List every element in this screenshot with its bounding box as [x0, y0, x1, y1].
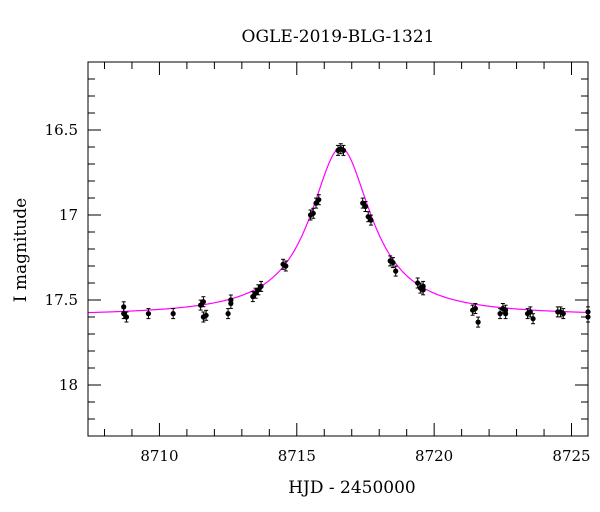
data-point [393, 265, 399, 277]
data-marker [362, 203, 369, 210]
data-point [316, 194, 322, 206]
data-marker [203, 312, 209, 318]
y-axis-label: I magnitude [11, 198, 31, 302]
data-point [475, 316, 481, 328]
y-tick-label: 17.5 [45, 291, 78, 309]
data-point [390, 257, 396, 269]
data-marker [560, 311, 566, 317]
data-point [203, 309, 209, 321]
y-tick-label: 17 [59, 206, 78, 224]
data-marker [420, 283, 426, 289]
data-marker [200, 299, 206, 305]
model-curve [87, 147, 589, 314]
data-marker [415, 280, 421, 286]
data-point [472, 303, 478, 314]
data-point [283, 260, 289, 272]
data-point [560, 308, 566, 320]
y-tick-label: 16.5 [45, 121, 78, 139]
data-point [225, 308, 231, 320]
data-marker [170, 311, 176, 317]
y-tick-label: 18 [59, 376, 78, 394]
data-point [530, 313, 536, 325]
data-point [123, 311, 130, 323]
data-marker [310, 210, 316, 216]
data-marker [228, 300, 234, 306]
data-marker [368, 217, 374, 223]
data-marker [472, 305, 478, 312]
model-layer [87, 147, 589, 314]
data-point [340, 144, 347, 156]
data-marker [475, 319, 481, 325]
data-marker [393, 268, 399, 274]
data-marker [123, 314, 130, 320]
x-tick-label: 8710 [140, 447, 178, 465]
data-marker [121, 304, 127, 310]
data-marker [283, 263, 289, 269]
x-tick-label: 8715 [278, 447, 316, 465]
x-tick-label: 8720 [415, 447, 453, 465]
data-point [420, 280, 426, 292]
data-point [258, 280, 264, 292]
data-point [502, 308, 509, 320]
data-marker [390, 260, 396, 266]
x-axis-label: HJD - 2450000 [288, 478, 416, 498]
data-point [310, 207, 316, 219]
data-marker [316, 197, 322, 203]
x-tick-label: 8725 [552, 447, 590, 465]
data-marker [502, 311, 509, 317]
data-marker [497, 311, 503, 317]
axes-layer: 8710 8715 8720 8725 16.5 17 17.5 18 [45, 61, 591, 465]
data-point [362, 201, 369, 212]
points-layer [121, 143, 591, 328]
data-marker [145, 311, 152, 317]
plot-frame [87, 61, 589, 437]
data-marker [340, 147, 347, 153]
data-point [338, 143, 344, 155]
data-marker [225, 311, 231, 317]
data-point [200, 296, 206, 308]
data-marker [530, 316, 536, 322]
data-point [145, 308, 152, 320]
data-point [368, 214, 374, 226]
chart-title: OGLE-2019-BLG-1321 [242, 27, 435, 47]
data-point [228, 297, 234, 309]
data-point [170, 308, 176, 320]
data-marker [258, 283, 264, 289]
data-point [557, 306, 564, 318]
